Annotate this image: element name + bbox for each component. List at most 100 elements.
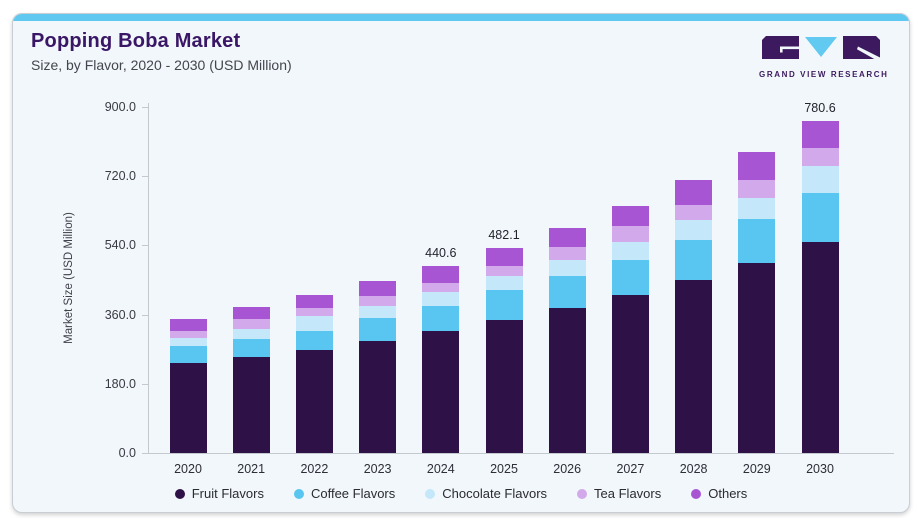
bar-2024: [422, 265, 460, 453]
chart-subtitle: Size, by Flavor, 2020 - 2030 (USD Millio…: [31, 57, 292, 73]
bar-segment-2021: [232, 339, 270, 358]
bar-segment-2028: [675, 180, 713, 205]
bar-segment-2023: [359, 280, 397, 297]
gvr-logo-icon: [762, 36, 880, 60]
legend-dot-icon: [293, 488, 304, 499]
data-label-2030: 780.6: [804, 100, 836, 115]
bar-segment-2027: [611, 226, 649, 242]
bar-segment-2023: [359, 317, 397, 341]
legend-dot-icon: [577, 488, 588, 499]
bar-2029: [738, 151, 776, 453]
chart-legend: Fruit Flavors Coffee Flavors Chocolate Fla…: [13, 486, 909, 501]
bar-segment-2030: [801, 147, 839, 166]
bar-segment-2021: [232, 319, 270, 330]
bar-segment-2020: [169, 318, 207, 331]
bar-segment-2026: [548, 260, 586, 277]
y-tick-label: 540.0: [104, 238, 136, 253]
bar-segment-2028: [675, 279, 713, 453]
chart-title: Popping Boba Market: [31, 30, 241, 52]
bar-segment-2027: [611, 259, 649, 295]
y-tick-mark: [142, 107, 148, 108]
bar-segment-2025: [485, 275, 523, 291]
y-tick-label: 180.0: [104, 376, 136, 391]
bar-segment-2030: [801, 120, 839, 148]
bar-segment-2021: [232, 329, 270, 339]
bar-segment-2027: [611, 205, 649, 227]
bar-segment-2022: [295, 316, 333, 331]
legend-label: Fruit Flavors: [191, 486, 264, 501]
x-axis-label-2023: 2023: [363, 462, 392, 476]
bar-segment-2029: [738, 179, 776, 198]
bar-segment-2024: [422, 331, 460, 453]
bar-segment-2023: [359, 305, 397, 318]
bar-segment-2023: [359, 296, 397, 306]
bar-2023: [359, 280, 397, 453]
bar-segment-2020: [169, 337, 207, 346]
y-tick-mark: [142, 245, 148, 247]
bar-segment-2024: [422, 292, 460, 306]
bar-2027: [611, 205, 649, 453]
y-tick-mark: [142, 453, 148, 454]
legend-item: Coffee Flavors: [293, 486, 396, 501]
bar-2026: [548, 228, 586, 453]
logo-text: GRAND VIEW RESEARCH: [759, 70, 889, 79]
bar-2028: [675, 180, 713, 453]
legend-item: Fruit Flavors: [174, 486, 264, 501]
bar-segment-2024: [422, 305, 460, 332]
bar-segment-2026: [548, 246, 586, 261]
stacked-bar-chart: Market Size (USD Million) 0.0 180.0 360.0 5…: [13, 14, 909, 512]
x-axis-label-2024: 2024: [426, 462, 455, 476]
title-block: Popping Boba Market Size, by Flavor, 202…: [31, 30, 292, 73]
legend-dot-icon: [691, 488, 702, 499]
legend-dot-icon: [425, 488, 436, 499]
legend-dot-icon: [174, 488, 185, 499]
y-tick-mark: [142, 314, 148, 316]
bar-segment-2030: [801, 165, 839, 194]
bar-segment-2024: [422, 282, 460, 293]
bar-segment-2028: [675, 219, 713, 240]
grand-view-research-logo: GRAND VIEW RESEARCH: [759, 36, 889, 79]
y-tick-mark: [142, 176, 148, 178]
data-label-2024: 440.6: [425, 245, 457, 260]
x-axis-label-2020: 2020: [174, 462, 202, 476]
x-axis-line: [148, 453, 894, 454]
y-tick-label: 360.0: [104, 307, 136, 322]
x-axis-label-2029: 2029: [742, 462, 771, 476]
x-axis-label-2026: 2026: [553, 462, 582, 476]
bar-segment-2023: [359, 340, 397, 453]
legend-item: Others: [691, 486, 747, 501]
bar-segment-2021: [232, 307, 270, 320]
bar-segment-2025: [485, 265, 523, 276]
legend-item: Tea Flavors: [577, 486, 661, 501]
bar-segment-2026: [548, 307, 586, 453]
bar-segment-2022: [295, 330, 333, 350]
bar-segment-2028: [675, 239, 713, 280]
chart-card: Popping Boba Market Size, by Flavor, 202…: [12, 13, 910, 513]
card-accent-bar: [13, 14, 909, 21]
y-tick-label: 720.0: [104, 169, 136, 184]
bar-segment-2029: [738, 197, 776, 219]
bar-segment-2022: [295, 308, 333, 317]
bar-segment-2026: [548, 228, 586, 247]
bar-segment-2028: [675, 204, 713, 220]
bar-segment-2020: [169, 345, 207, 363]
bar-2021: [232, 307, 270, 453]
bar-segment-2022: [295, 349, 333, 453]
x-axis-label-2027: 2027: [616, 462, 645, 476]
y-tick-label: 900.0: [104, 100, 136, 114]
bar-2022: [295, 295, 333, 453]
bar-segment-2027: [611, 241, 649, 260]
x-axis-label-2030: 2030: [806, 462, 834, 476]
legend-label: Coffee Flavors: [310, 486, 396, 501]
bar-segment-2020: [169, 362, 207, 453]
legend-label: Tea Flavors: [594, 486, 662, 501]
bar-segment-2025: [485, 247, 523, 266]
x-axis-label-2022: 2022: [300, 462, 329, 476]
x-axis-label-2028: 2028: [679, 462, 708, 476]
bar-2030: [801, 120, 839, 453]
x-axis-label-2025: 2025: [490, 462, 518, 476]
bar-segment-2022: [295, 295, 333, 309]
bar-segment-2030: [801, 241, 839, 453]
bar-segment-2029: [738, 262, 776, 453]
legend-label: Chocolate Flavors: [442, 486, 548, 501]
